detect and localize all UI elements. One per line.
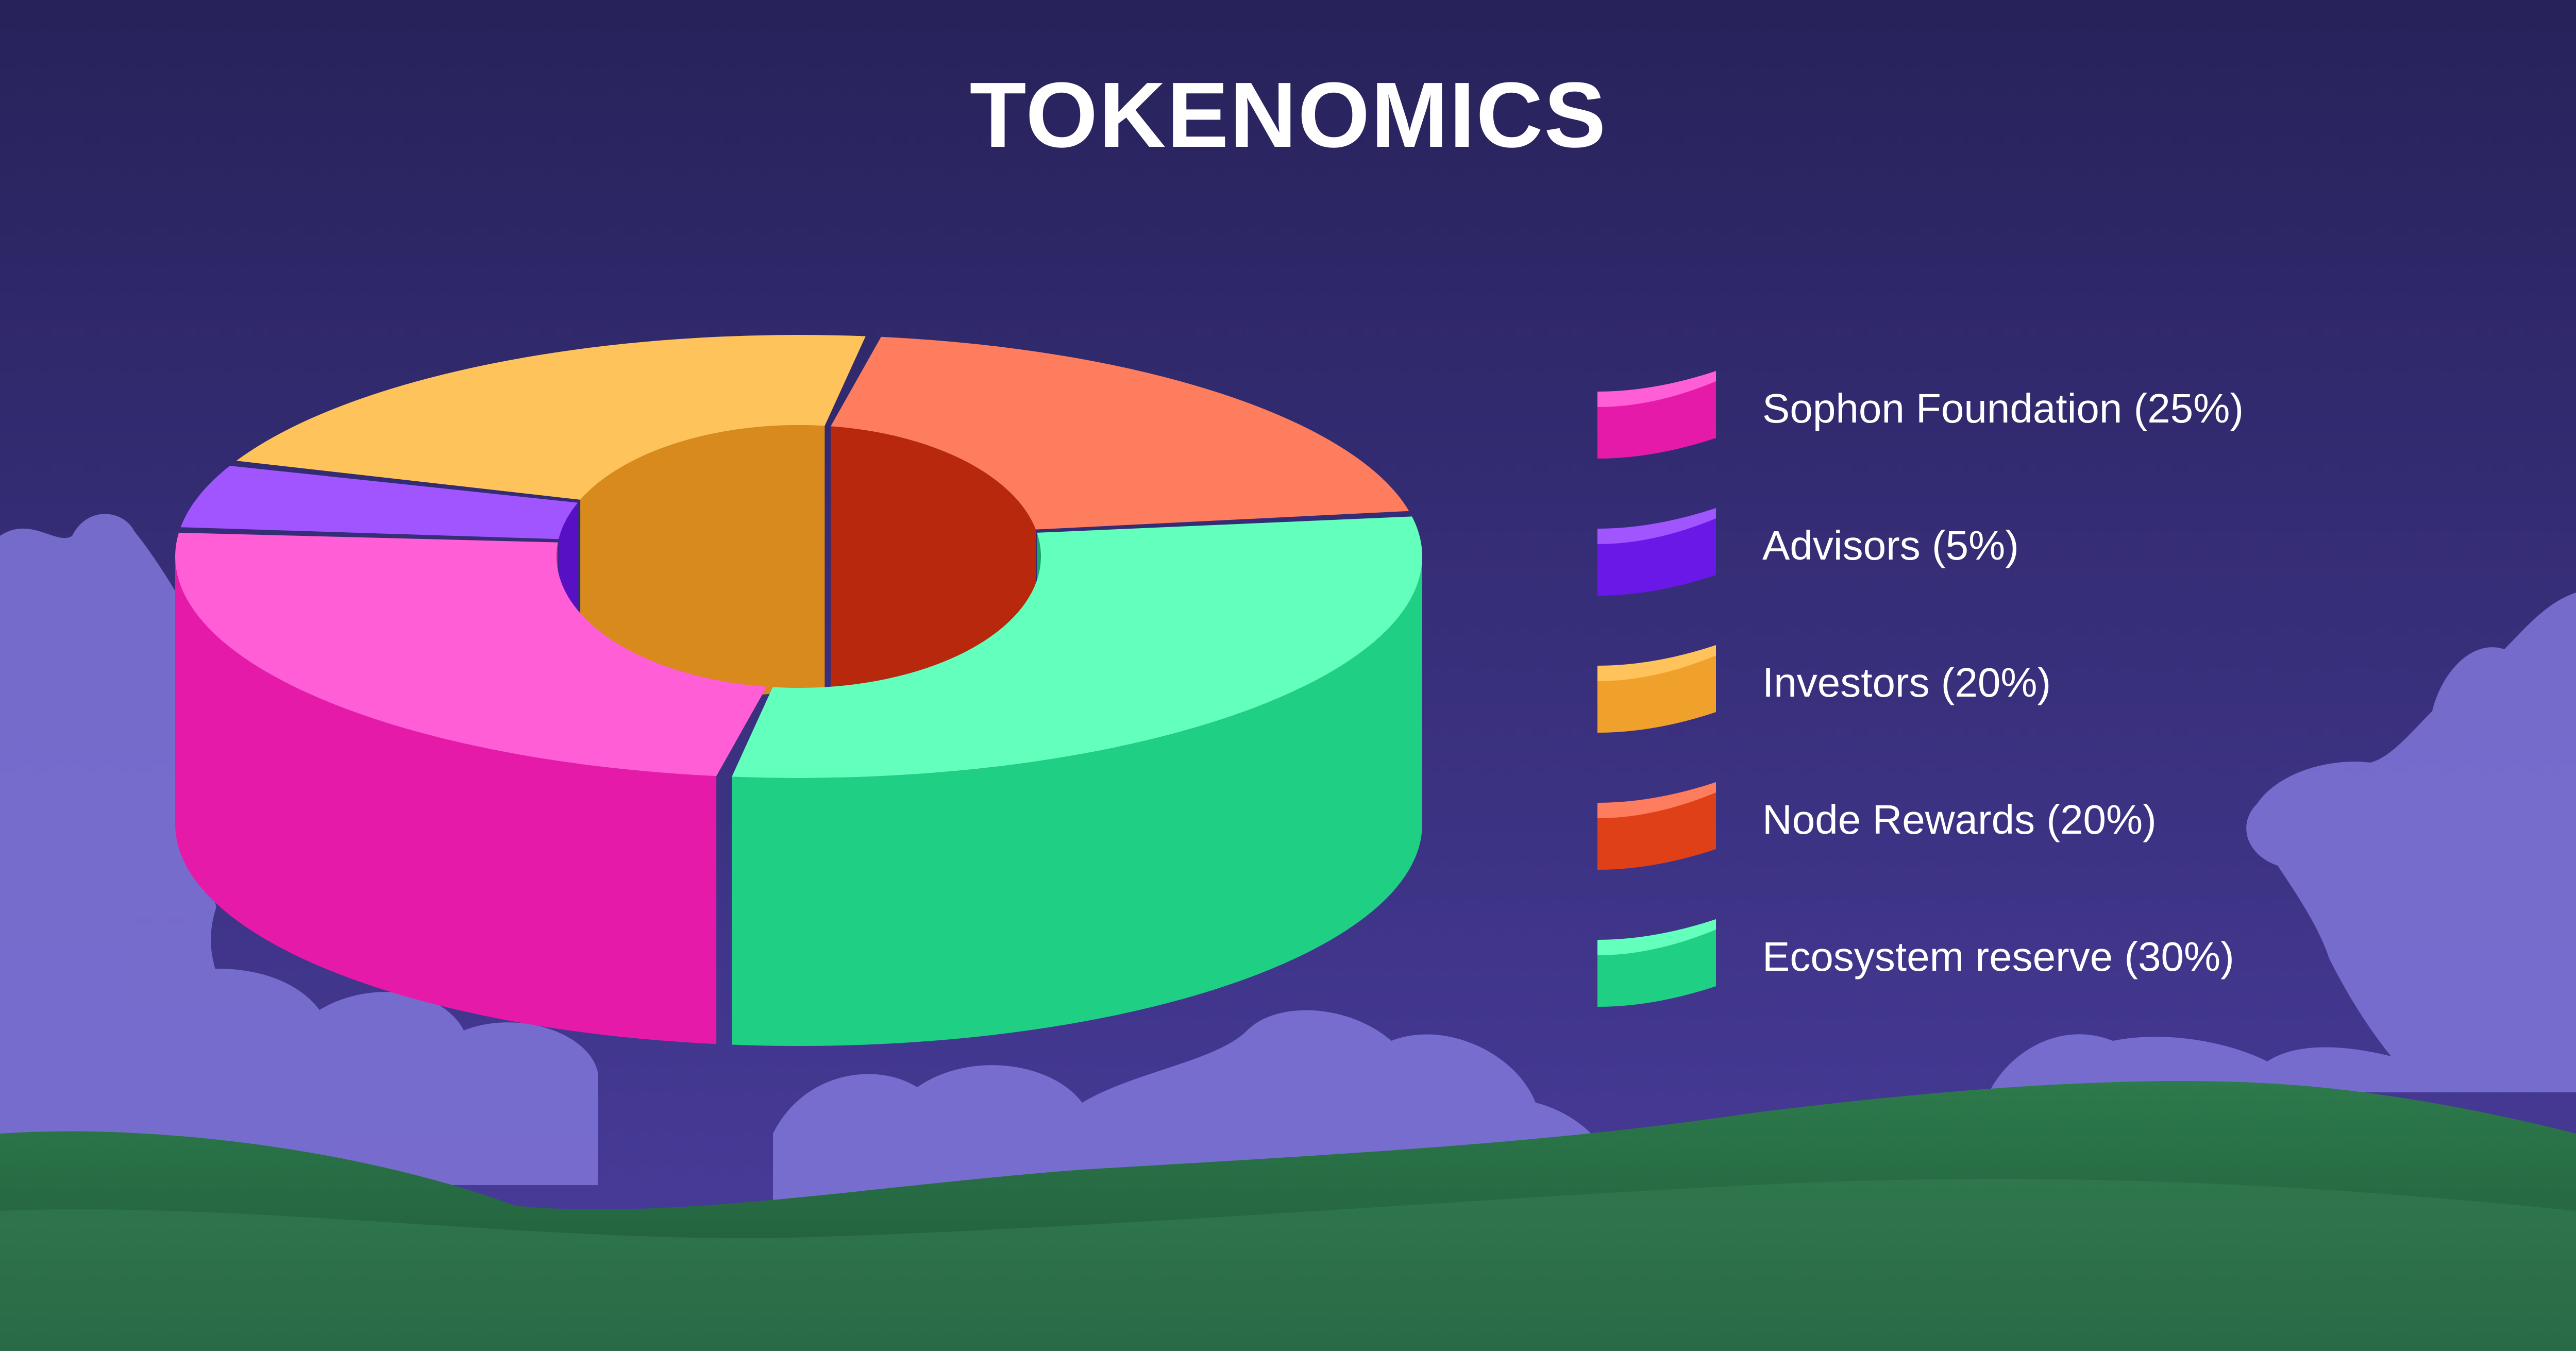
legend-item-investors: Investors (20%) (1597, 645, 2051, 733)
legend-swatch-top (1597, 919, 1716, 955)
chart-legend: Sophon Foundation (25%) Advisors (5%) Inve… (1597, 371, 2244, 1007)
chart-title: TOKENOMICS (970, 63, 1607, 167)
clouds-right (1989, 593, 2576, 1092)
legend-swatch-top (1597, 508, 1716, 544)
legend-item-ecosystem-reserve: Ecosystem reserve (30%) (1597, 919, 2234, 1007)
legend-item-node-rewards: Node Rewards (20%) (1597, 782, 2157, 870)
legend-label: Investors (20%) (1762, 660, 2051, 705)
donut-chart (175, 335, 1423, 1046)
grass-hill-highlight (0, 1179, 2576, 1351)
legend-item-advisors: Advisors (5%) (1597, 508, 2019, 596)
legend-item-sophon-foundation: Sophon Foundation (25%) (1597, 371, 2244, 459)
donut-slice-advisors (180, 466, 578, 539)
donut-side-sophon-foundation (175, 556, 717, 1044)
clouds-left (0, 514, 598, 1185)
legend-swatch-top (1597, 371, 1716, 407)
donut-slice-node-rewards (831, 336, 1409, 530)
donut-side-ecosystem-reserve (732, 556, 1422, 1046)
legend-swatch-top (1597, 645, 1716, 681)
legend-label: Sophon Foundation (25%) (1762, 385, 2244, 431)
donut-slice-ecosystem-reserve (732, 516, 1423, 778)
legend-swatch-top (1597, 782, 1716, 818)
donut-slice-sophon-foundation (175, 532, 767, 776)
legend-label: Advisors (5%) (1762, 522, 2019, 568)
legend-label: Ecosystem reserve (30%) (1762, 934, 2234, 980)
legend-label: Node Rewards (20%) (1762, 797, 2157, 842)
donut-slice-investors (236, 335, 866, 500)
